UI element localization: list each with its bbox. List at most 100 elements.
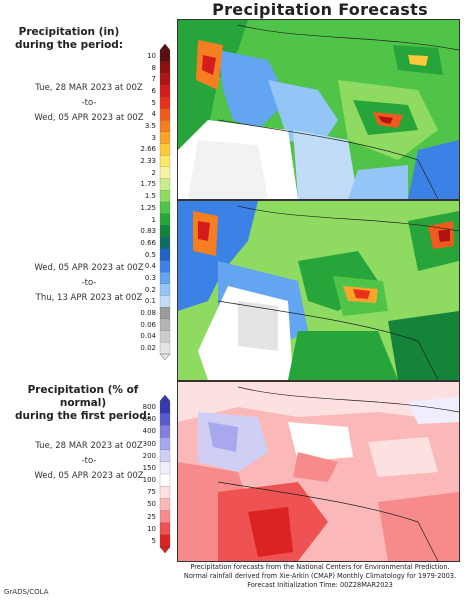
section1-header-line1: Precipitation (in) [18, 26, 120, 38]
pct-scale-label: 5 [151, 536, 156, 545]
precip-scale-label: 1.25 [140, 203, 156, 212]
pct-scale-label: 50 [147, 500, 156, 509]
map-panel-pct-normal [177, 381, 460, 562]
precip-scale-swatch [159, 155, 171, 168]
precip-scale-label: 0.5 [144, 250, 156, 259]
precip-scale-swatch [159, 73, 171, 86]
pct-scale-top-arrow [159, 394, 171, 402]
pct-scale-swatch [159, 461, 171, 475]
section3-header-line1: Precipitation (% of normal) [27, 384, 139, 409]
section1-end: Wed, 05 APR 2023 at 00Z [34, 113, 144, 123]
map-panel-week2-precip [177, 200, 460, 381]
section3-header: Precipitation (% of normal) during the f… [4, 384, 162, 423]
precip-scale-label: 5 [151, 98, 156, 107]
footer-line3: Forecast Initialization Time: 00Z28MAR20… [247, 580, 393, 589]
precip-scale-swatch [159, 213, 171, 226]
precip-scale-label: 8 [151, 63, 156, 72]
section1-period: Tue, 28 MAR 2023 at 00Z -to- Wed, 05 APR… [6, 83, 172, 124]
pct-scale-label: 150 [142, 463, 156, 472]
section1-sep: -to- [81, 98, 97, 108]
precip-scale-swatch [159, 307, 171, 320]
precip-scale-label: 0.1 [144, 297, 156, 306]
precip-scale-swatch [159, 131, 171, 144]
precip-scale-label: 4 [151, 110, 156, 119]
footer-line2: Normal rainfall derived from Xie-Arkin (… [183, 571, 457, 580]
precip-scale-label: 0.02 [140, 344, 156, 353]
precip-scale-swatch [159, 272, 171, 285]
section2-start: Wed, 05 APR 2023 at 00Z [34, 263, 144, 273]
precip-scale-label: 0.04 [140, 332, 156, 341]
precip-scale-swatch [159, 190, 171, 203]
pct-scale-swatch [159, 510, 171, 524]
section3-period: Tue, 28 MAR 2023 at 00Z -to- Wed, 05 APR… [6, 441, 172, 482]
precip-scale-swatch [159, 295, 171, 308]
precip-scale-swatch [159, 96, 171, 109]
pct-scale-swatch [159, 473, 171, 487]
precip-scale-swatch [159, 143, 171, 156]
precip-scale-label: 1.75 [140, 180, 156, 189]
precip-scale-swatch [159, 108, 171, 121]
pct-scale-swatch [159, 522, 171, 536]
section2-end: Thu, 13 APR 2023 at 00Z [35, 293, 143, 303]
precip-scale-swatch [159, 61, 171, 74]
precip-scale-label: 0.83 [140, 227, 156, 236]
precip-scale-label: 10 [147, 51, 156, 60]
precip-scale-swatch [159, 166, 171, 180]
precip-scale-swatch [159, 84, 171, 98]
page-title: Precipitation Forecasts [212, 0, 428, 19]
credit-text: GrADS/COLA [4, 588, 49, 596]
precip-scale-label: 0.08 [140, 309, 156, 318]
map-week2-precip [178, 201, 460, 381]
pct-scale-label: 100 [142, 476, 156, 485]
precip-color-scale: 10 8 7 6 5 4 3.5 3 2.66 2.33 2 1.75 1.5 1.25 1 0.83 0.66… [130, 43, 176, 361]
map-pct-normal [178, 382, 460, 562]
precip-scale-label: 1 [151, 215, 156, 224]
precip-scale-label: 3 [151, 133, 156, 142]
precip-scale-swatch [159, 120, 171, 133]
precip-scale-label: 6 [151, 86, 156, 95]
pct-color-scale: 800 600 400 300 200 150 100 75 50 25 10 5 [130, 394, 176, 554]
pct-scale-label: 600 [142, 415, 156, 424]
precip-scale-swatch [159, 330, 171, 343]
pct-scale-swatch [159, 449, 171, 463]
precip-scale-label: 1.5 [144, 192, 156, 201]
section3-header-line2: during the first period: [15, 410, 151, 422]
pct-scale-label: 300 [142, 439, 156, 448]
section3-end: Wed, 05 APR 2023 at 00Z [34, 471, 144, 481]
section3-start: Tue, 28 MAR 2023 at 00Z [35, 441, 143, 451]
precip-scale-swatch [159, 225, 171, 238]
pct-scale-swatch [159, 486, 171, 499]
precip-scale-swatch [159, 283, 171, 296]
precip-scale-swatch [159, 49, 171, 63]
section1-start: Tue, 28 MAR 2023 at 00Z [35, 83, 143, 93]
section3-sep: -to- [81, 456, 97, 466]
pct-scale-label: 800 [142, 403, 156, 412]
precip-scale-label: 0.06 [140, 320, 156, 329]
map-panel-week1-precip [177, 19, 460, 200]
precip-scale-bar [159, 43, 171, 361]
precip-scale-swatch [159, 201, 171, 215]
section1-header-line2: during the period: [14, 39, 124, 51]
pct-scale-swatch [159, 400, 171, 414]
precip-scale-bottom-arrow [159, 353, 171, 361]
section2-period: Wed, 05 APR 2023 at 00Z -to- Thu, 13 APR… [6, 263, 172, 304]
section2-sep: -to- [81, 278, 97, 288]
footer-line1: Precipitation forecasts from the Nationa… [190, 563, 450, 571]
pct-scale-label: 25 [147, 512, 156, 521]
precip-scale-label: 0.4 [144, 262, 156, 271]
pct-scale-bar [159, 394, 171, 554]
precip-scale-swatch [159, 318, 171, 332]
precip-scale-label: 2.33 [140, 157, 156, 166]
map-week1-precip [178, 20, 460, 200]
pct-scale-swatch [159, 534, 171, 548]
pct-scale-label: 400 [142, 427, 156, 436]
precip-scale-label: 7 [151, 75, 156, 84]
precip-scale-label: 0.3 [144, 274, 156, 282]
pct-scale-label: 75 [147, 488, 156, 497]
section1-header: Precipitation (in) during the period: [6, 26, 132, 52]
pct-scale-label: 200 [142, 451, 156, 460]
precip-scale-label: 3.5 [144, 122, 156, 130]
precip-scale-label: 0.2 [144, 285, 156, 294]
precip-scale-top-arrow [159, 43, 171, 51]
pct-scale-label: 10 [147, 524, 156, 533]
